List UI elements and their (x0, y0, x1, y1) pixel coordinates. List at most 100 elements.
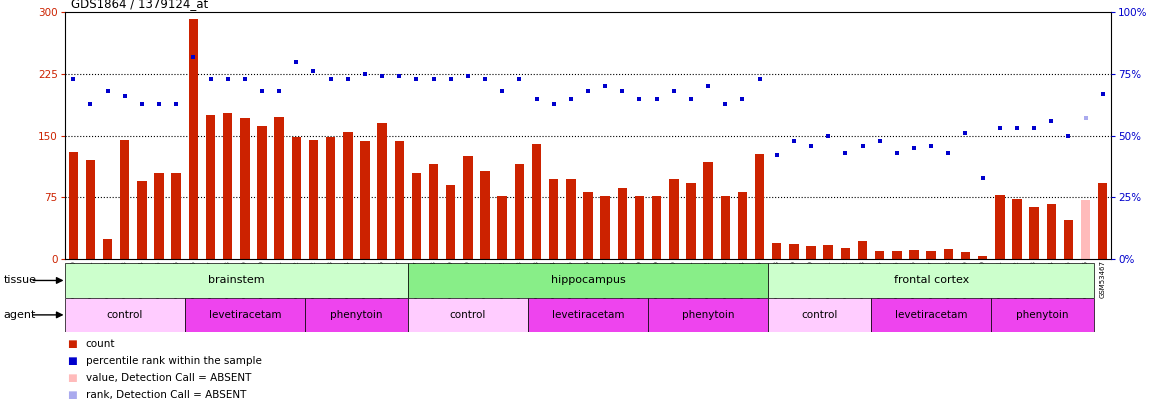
Bar (1029, 207, 1038, 259)
Text: GSM53467: GSM53467 (1100, 260, 1105, 298)
Bar (871, 298, 991, 332)
Bar (909, 250, 918, 259)
Text: GSM53434: GSM53434 (550, 260, 556, 298)
Text: GSM53423: GSM53423 (722, 260, 728, 298)
Bar (687, 183, 696, 259)
Text: GSM53468: GSM53468 (774, 260, 780, 298)
Text: GSM53429: GSM53429 (242, 260, 248, 298)
Bar (768, 263, 1094, 298)
Bar (1081, 200, 1090, 259)
Bar (408, 263, 768, 298)
Bar (1013, 199, 1022, 259)
Text: GSM53413: GSM53413 (328, 260, 334, 298)
Bar (768, 298, 871, 332)
Text: GSM53471: GSM53471 (826, 260, 831, 298)
Bar (102, 239, 112, 259)
Text: GSM53472: GSM53472 (842, 260, 848, 298)
Text: agent: agent (4, 310, 36, 320)
Text: GSM53448: GSM53448 (430, 260, 436, 298)
Text: levetiracetam: levetiracetam (895, 310, 968, 320)
Text: phenytoin: phenytoin (1016, 310, 1069, 320)
Text: GSM53449: GSM53449 (448, 260, 454, 298)
Text: GSM53438: GSM53438 (620, 260, 626, 298)
Bar (446, 185, 455, 259)
Text: GSM53466: GSM53466 (1083, 260, 1089, 298)
Bar (807, 246, 816, 259)
Text: GSM53455: GSM53455 (894, 260, 900, 298)
Text: GSM53417: GSM53417 (396, 260, 402, 298)
Bar (995, 195, 1004, 259)
Text: GSM53422: GSM53422 (706, 260, 711, 298)
Bar (652, 196, 661, 259)
Text: levetiracetam: levetiracetam (552, 310, 624, 320)
Bar (360, 141, 369, 259)
Bar (274, 117, 283, 259)
Text: phenytoin: phenytoin (330, 310, 382, 320)
Text: hippocampus: hippocampus (550, 275, 626, 286)
Text: GSM53412: GSM53412 (310, 260, 316, 298)
Text: brainstem: brainstem (208, 275, 265, 286)
Bar (528, 298, 648, 332)
Bar (737, 192, 747, 259)
Text: GSM53416: GSM53416 (379, 260, 385, 298)
Text: GSM53444: GSM53444 (139, 260, 145, 298)
Text: frontal cortex: frontal cortex (894, 275, 969, 286)
Bar (223, 113, 233, 259)
Bar (65, 298, 185, 332)
Bar (978, 256, 988, 259)
Bar (943, 249, 953, 259)
Bar (394, 141, 405, 259)
Bar (305, 298, 408, 332)
Text: GSM53443: GSM53443 (122, 260, 128, 298)
Text: GSM53457: GSM53457 (928, 260, 934, 298)
Text: GSM53414: GSM53414 (345, 260, 350, 298)
Bar (240, 117, 249, 259)
Bar (206, 115, 215, 259)
Text: GSM53445: GSM53445 (156, 260, 162, 298)
Bar (1047, 204, 1056, 259)
Bar (583, 192, 593, 259)
Text: GSM53446: GSM53446 (173, 260, 179, 298)
Bar (188, 19, 198, 259)
Bar (408, 298, 528, 332)
Bar (823, 245, 833, 259)
Text: GSM53447: GSM53447 (414, 260, 420, 298)
Text: GSM53442: GSM53442 (105, 260, 111, 298)
Bar (1098, 183, 1108, 259)
Bar (185, 298, 305, 332)
Bar (549, 179, 559, 259)
Bar (292, 137, 301, 259)
Text: GSM53441: GSM53441 (87, 260, 93, 298)
Text: GSM53426: GSM53426 (191, 260, 196, 298)
Bar (961, 252, 970, 259)
Bar (648, 298, 768, 332)
Bar (566, 179, 575, 259)
Bar (669, 179, 679, 259)
Bar (532, 144, 541, 259)
Bar (857, 241, 867, 259)
Bar (154, 173, 163, 259)
Text: GSM53415: GSM53415 (362, 260, 368, 298)
Text: ■: ■ (67, 390, 76, 400)
Text: percentile rank within the sample: percentile rank within the sample (86, 356, 262, 366)
Text: GSM53436: GSM53436 (584, 260, 592, 298)
Text: GSM53427: GSM53427 (207, 260, 214, 298)
Bar (258, 126, 267, 259)
Bar (412, 173, 421, 259)
Text: GSM53433: GSM53433 (534, 260, 540, 298)
Text: GSM53453: GSM53453 (516, 260, 522, 298)
Bar (172, 173, 181, 259)
Text: ■: ■ (67, 339, 76, 349)
Text: GSM53425: GSM53425 (756, 260, 762, 298)
Text: GSM53470: GSM53470 (808, 260, 814, 298)
Text: GSM53431: GSM53431 (276, 260, 282, 298)
Bar (721, 196, 730, 259)
Text: control: control (449, 310, 486, 320)
Bar (309, 140, 319, 259)
Bar (326, 137, 335, 259)
Text: GSM53419: GSM53419 (654, 260, 660, 298)
Bar (138, 181, 147, 259)
Bar (86, 160, 95, 259)
Text: GSM53473: GSM53473 (860, 260, 866, 298)
Text: value, Detection Call = ABSENT: value, Detection Call = ABSENT (86, 373, 252, 383)
